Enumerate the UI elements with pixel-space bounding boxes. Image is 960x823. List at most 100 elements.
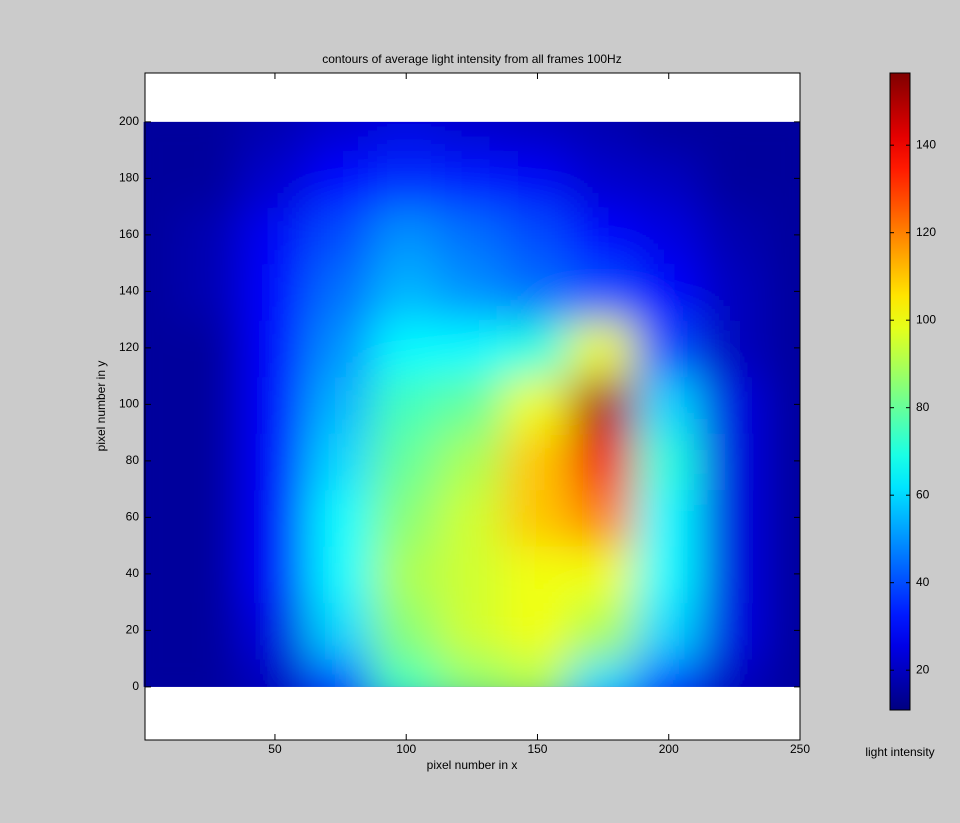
x-tick-label: 50: [268, 742, 282, 756]
heatmap-cell: [503, 375, 572, 434]
heatmap-cell: [372, 488, 441, 547]
heatmap-cell: [438, 262, 506, 321]
heatmap-cell: [634, 262, 703, 321]
heatmap-cell: [372, 657, 441, 687]
heatmap-cell: [438, 431, 506, 491]
heatmap-cell: [372, 149, 441, 208]
heatmap-cell: [634, 601, 703, 660]
heatmap-cell: [634, 149, 703, 208]
y-tick-label: 120: [119, 340, 139, 354]
heatmap-cell: [241, 488, 309, 547]
heatmap-cell: [503, 262, 572, 321]
heatmap-cell: [700, 431, 769, 491]
axes-box: [144, 72, 801, 741]
y-tick-label: 0: [132, 679, 139, 693]
heatmap-cell: [175, 121, 244, 152]
heatmap-cell: [372, 318, 441, 378]
heatmap: [143, 121, 800, 687]
heatmap-cell: [634, 318, 703, 378]
heatmap-cell: [175, 262, 244, 321]
heatmap-cell: [241, 657, 309, 687]
heatmap-cell: [306, 149, 375, 208]
heatmap-cell: [503, 657, 572, 687]
colorbar-tick-label: 140: [916, 137, 936, 151]
heatmap-cell: [700, 544, 769, 604]
heatmap-cell: [634, 431, 703, 491]
heatmap-cell: [766, 657, 800, 687]
heatmap-cell: [372, 431, 441, 491]
x-tick-label: 100: [396, 742, 416, 756]
heatmap-cell: [569, 262, 637, 321]
x-tick-label: 250: [790, 742, 810, 756]
heatmap-cell: [700, 601, 769, 660]
heatmap-cell: [700, 149, 769, 208]
x-tick-label: 200: [659, 742, 679, 756]
heatmap-cell: [438, 544, 506, 604]
heatmap-cell: [241, 375, 309, 434]
heatmap-cell: [143, 657, 178, 687]
heatmap-cell: [569, 544, 637, 604]
heatmap-cell: [700, 262, 769, 321]
heatmap-cell: [306, 657, 375, 687]
y-tick-label: 20: [126, 623, 140, 637]
heatmap-cell: [569, 149, 637, 208]
heatmap-cell: [241, 149, 309, 208]
heatmap-cell: [143, 121, 178, 152]
heatmap-cell: [306, 205, 375, 265]
heatmap-cell: [503, 431, 572, 491]
heatmap-cell: [372, 205, 441, 265]
heatmap-cell: [503, 544, 572, 604]
colorbar-tick-label: 60: [916, 487, 930, 501]
x-axis-label: pixel number in x: [427, 758, 518, 772]
heatmap-cell: [569, 488, 637, 547]
y-tick-label: 180: [119, 171, 139, 185]
heatmap-cell: [438, 121, 506, 152]
heatmap-cell: [503, 318, 572, 378]
colorbar-label: light intensity: [865, 745, 934, 759]
heatmap-cell: [175, 149, 244, 208]
heatmap-cell: [569, 657, 637, 687]
heatmap-cell: [569, 431, 637, 491]
heatmap-cell: [503, 601, 572, 660]
heatmap-cell: [634, 657, 703, 687]
heatmap-cell: [241, 601, 309, 660]
y-tick-label: 60: [126, 510, 140, 524]
heatmap-cell: [766, 121, 800, 152]
heatmap-cell: [175, 488, 244, 547]
heatmap-cell: [175, 375, 244, 434]
heatmap-cell: [700, 205, 769, 265]
heatmap-cell: [306, 375, 375, 434]
heatmap-cell: [503, 488, 572, 547]
heatmap-cell: [306, 431, 375, 491]
heatmap-cell: [241, 431, 309, 491]
colorbar-tick-label: 100: [916, 312, 936, 326]
heatmap-cell: [241, 262, 309, 321]
heatmap-cell: [438, 149, 506, 208]
heatmap-cell: [569, 121, 637, 152]
heatmap-cell: [700, 657, 769, 687]
heatmap-cell: [569, 318, 637, 378]
heatmap-cell: [634, 488, 703, 547]
heatmap-cell: [175, 205, 244, 265]
x-tick-label: 150: [527, 742, 547, 756]
heatmap-cell: [438, 205, 506, 265]
heatmap-cell: [503, 205, 572, 265]
y-tick-label: 100: [119, 397, 139, 411]
heatmap-cell: [438, 601, 506, 660]
heatmap-cell: [372, 601, 441, 660]
heatmap-cell: [569, 205, 637, 265]
heatmap-cell: [372, 544, 441, 604]
heatmap-cell: [438, 657, 506, 687]
heatmap-cell: [634, 544, 703, 604]
heatmap-cell: [175, 431, 244, 491]
y-tick-label: 200: [119, 114, 139, 128]
heatmap-cell: [175, 601, 244, 660]
colorbar-tick-label: 40: [916, 575, 930, 589]
heatmap-cell: [306, 262, 375, 321]
heatmap-cell: [306, 488, 375, 547]
heatmap-field: [143, 121, 800, 687]
heatmap-cell: [306, 601, 375, 660]
heatmap-cell: [503, 149, 572, 208]
y-axis-label: pixel number in y: [94, 361, 108, 452]
